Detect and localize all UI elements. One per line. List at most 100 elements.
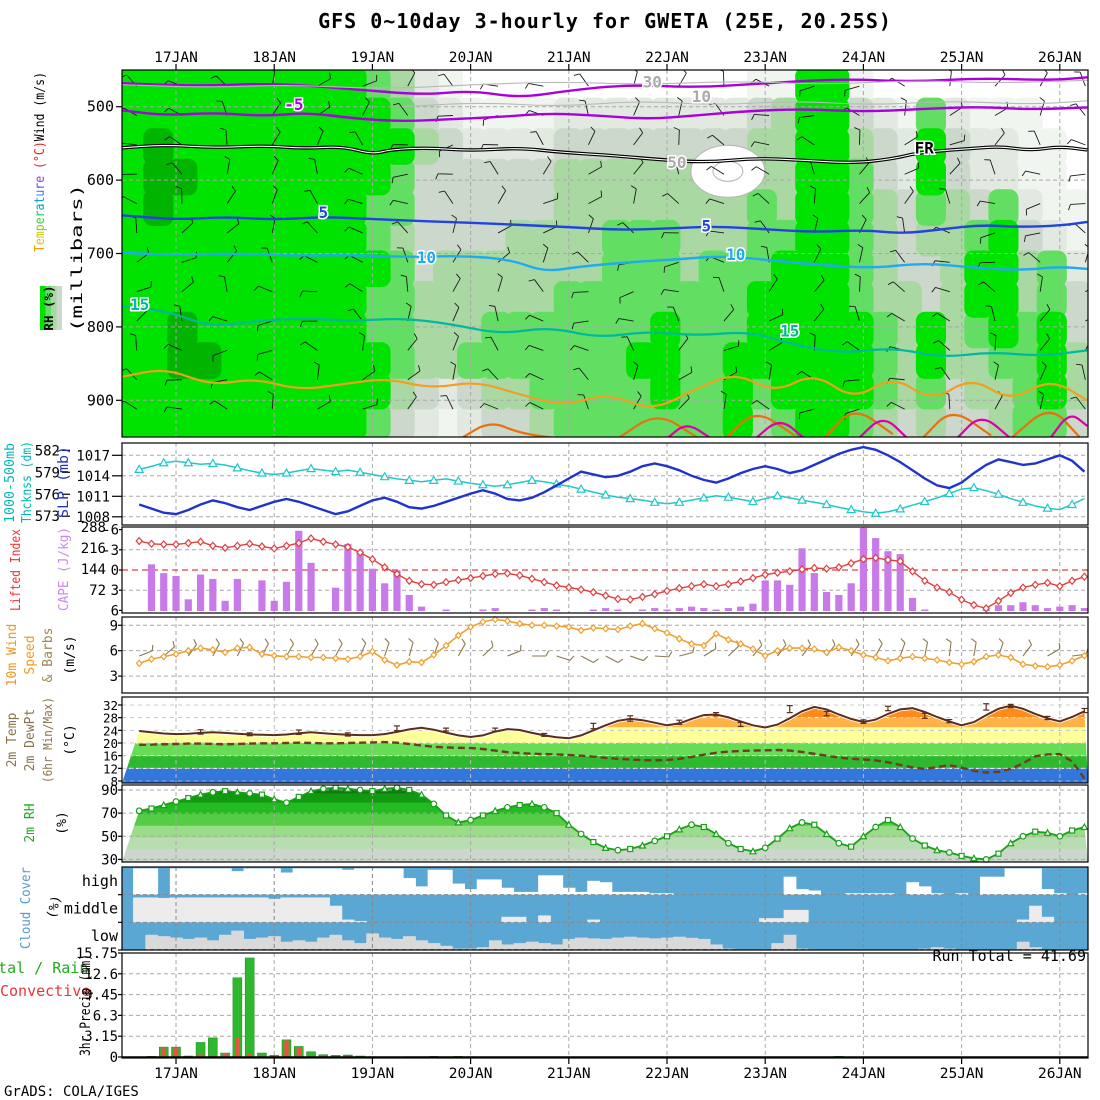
precip-convective-bar: [235, 1037, 240, 1057]
wind-speed-marker: [1068, 656, 1076, 665]
footer-credit: GrADS: COLA/IGES: [4, 1084, 139, 1100]
thickness-tick-label: 576: [35, 487, 60, 503]
precip-tick-label: 15.75: [76, 946, 118, 962]
wind-speed-marker: [761, 651, 769, 660]
cloud-bar-low: [329, 934, 343, 950]
cloud-bar-high: [1053, 893, 1067, 895]
rh2m-axis-label: 2m RH: [23, 803, 38, 842]
cape-bar: [1019, 602, 1027, 611]
thickness-marker: [207, 458, 218, 468]
lifted-index-marker: [245, 539, 254, 549]
slp-tick-label: 1017: [76, 448, 110, 464]
cloud-bar-low: [1029, 947, 1042, 950]
cape-tick-label: 144: [81, 562, 106, 578]
cloud-bar-middle: [231, 897, 245, 923]
thickness-marker: [404, 475, 415, 484]
cloud-bar-middle: [783, 909, 797, 923]
thickness-marker: [821, 499, 832, 509]
rh-marker: [196, 790, 205, 798]
wind-speed-marker: [712, 629, 720, 638]
cape-bar: [221, 600, 229, 611]
thickness-marker: [526, 475, 538, 484]
wind-speed-marker: [859, 651, 867, 659]
rh-marker: [258, 791, 266, 798]
rh-marker: [872, 823, 880, 831]
cloud-bar-high: [194, 868, 208, 895]
lifted-index-marker: [552, 581, 561, 590]
lifted-index-marker: [712, 581, 720, 591]
cloud-bar-high: [992, 876, 1006, 895]
wind-speed-marker: [1007, 653, 1015, 662]
cloud-bar-low: [353, 943, 367, 950]
top-date-label: 23JAN: [743, 50, 787, 66]
cape-bar: [282, 581, 291, 611]
cloud-bar-low: [501, 944, 515, 950]
rh-marker: [185, 794, 192, 802]
cloud-bar-high: [182, 868, 195, 895]
temp2m-axis-label-3: (6hr Min/Max): [41, 697, 55, 783]
panel-border: [121, 952, 1089, 1059]
cape-bar: [687, 606, 696, 611]
cloud-bar-high: [476, 879, 490, 895]
rh-marker: [688, 821, 695, 829]
cloud-bar-low: [489, 940, 502, 950]
rh-marker: [417, 790, 426, 798]
thickness-marker: [919, 496, 930, 506]
thickness-marker: [453, 475, 464, 485]
cloud-bar-high: [1029, 868, 1042, 895]
cape-bar: [810, 573, 818, 611]
cloud-bar-low: [697, 938, 711, 950]
cloud-bar-low: [231, 930, 245, 950]
cloud-bar-high: [403, 878, 416, 895]
cape-bar: [700, 608, 708, 611]
lifted-index-marker: [331, 540, 340, 549]
wind-speed-marker: [565, 623, 573, 631]
cape-bar: [528, 609, 536, 611]
cloud-bar-middle: [353, 920, 367, 923]
lifted-index-marker: [393, 569, 401, 579]
rh-marker: [748, 847, 757, 855]
cloud-row-label: low: [91, 927, 119, 945]
temp-tick-label: 24: [103, 723, 118, 738]
top-date-label: 18JAN: [252, 50, 296, 66]
lifted-index-marker: [810, 563, 819, 573]
cape-bar: [307, 562, 315, 611]
cloud-bar-low: [255, 937, 269, 950]
rh-legend-swatch: [56, 286, 62, 330]
wind-speed-marker: [282, 652, 290, 661]
lifted-index-marker: [871, 553, 880, 563]
temp-fill-bands: [122, 705, 1088, 783]
wind-speed-marker: [246, 643, 254, 652]
wind-speed-marker: [184, 646, 192, 655]
wind-speed-marker: [970, 657, 978, 666]
lifted-index-marker: [982, 604, 990, 613]
lifted-index-marker: [908, 567, 917, 576]
thickness-marker: [698, 492, 709, 502]
rh-tick-label: 50: [101, 829, 118, 845]
wind-speed-marker: [589, 623, 597, 632]
rh-marker: [307, 786, 316, 795]
rh-marker: [945, 849, 953, 856]
cloud-bar-middle: [145, 897, 159, 923]
wind-speed-marker: [724, 635, 732, 644]
cloud-bar-high: [955, 893, 969, 895]
precip-tick-label: 3.15: [84, 1029, 118, 1045]
rh-marker: [1080, 822, 1089, 831]
contour-label: 50: [667, 153, 686, 172]
cloud-bar-high: [304, 868, 318, 895]
bottom-date-label: 21JAN: [547, 1066, 591, 1082]
rh-marker: [811, 821, 818, 828]
precip-convective-legend: Convective: [0, 982, 90, 1000]
cloud-bar-high: [513, 891, 527, 895]
cloud-bar-low: [194, 937, 208, 950]
thickness-marker: [379, 471, 390, 481]
lifted-index-marker: [135, 536, 143, 546]
top-date-label: 22JAN: [645, 50, 689, 66]
cloud-bar-middle: [759, 918, 772, 923]
cloud-bar-middle: [501, 916, 515, 923]
cape-bar: [724, 608, 732, 611]
cloud-bar-low: [624, 936, 637, 950]
lifted-index-marker: [835, 563, 843, 572]
bottom-date-label: 19JAN: [351, 1066, 395, 1082]
rh-marker: [295, 793, 302, 801]
